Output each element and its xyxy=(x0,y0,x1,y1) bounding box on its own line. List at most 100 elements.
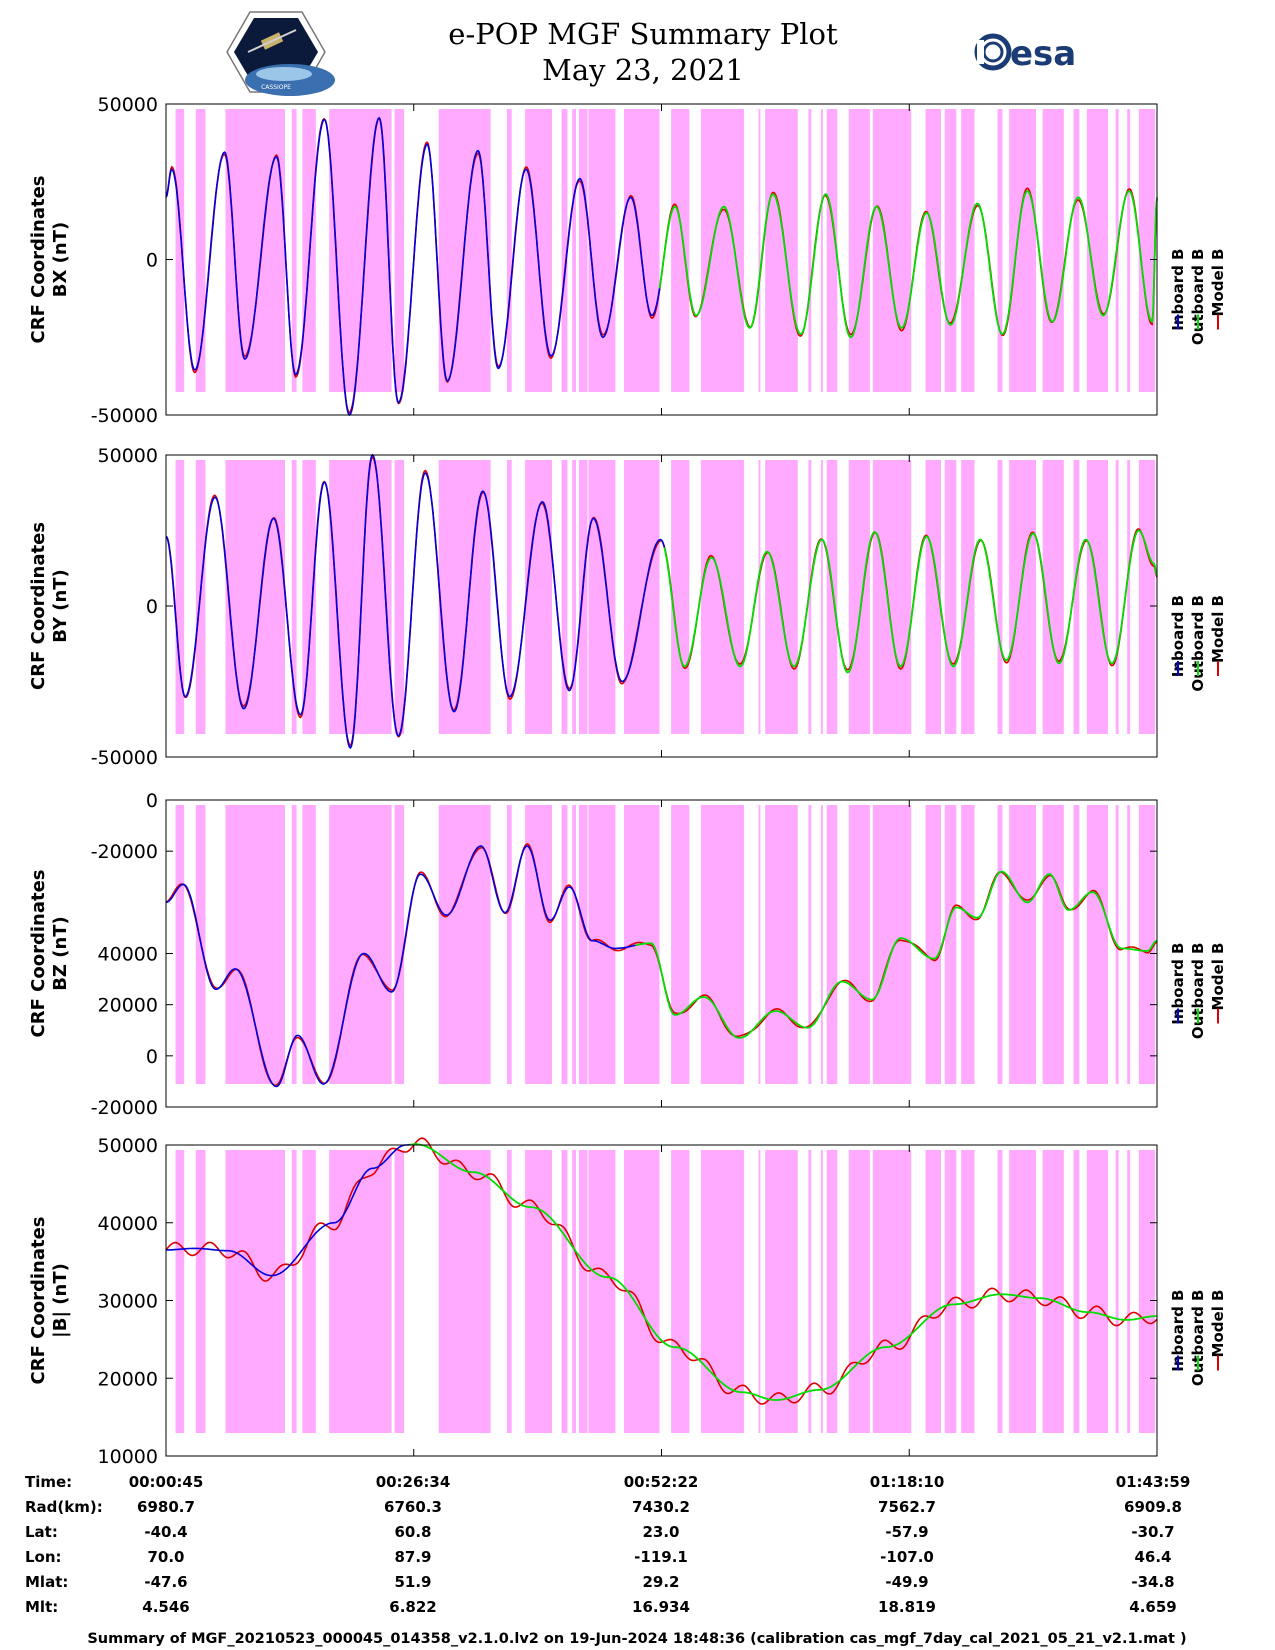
eph-c2-rad: 7430.2 xyxy=(632,1498,690,1516)
eph-c3-mlt: 18.819 xyxy=(878,1598,936,1616)
panel-by: 50000 0 -50000 CRF Coordinates BY (nT) Inboar… xyxy=(28,445,1227,769)
shade-bar-bx-14 xyxy=(624,109,660,392)
shade-bar-by-13 xyxy=(588,460,616,734)
eph-c4-time: 01:43:59 xyxy=(1116,1473,1191,1491)
shade-bar-bz-2 xyxy=(225,805,285,1084)
plot-title: e-POP MGF Summary Plot xyxy=(448,17,838,51)
shade-bar-bx-5 xyxy=(329,109,392,392)
shade-bar-btotal-3 xyxy=(291,1150,297,1433)
y-axis-unit-label-btotal: |B| (nT) xyxy=(50,1263,71,1338)
eph-c2-time: 00:52:22 xyxy=(624,1473,699,1491)
y-axis-label-btotal: CRF Coordinates xyxy=(28,1217,49,1385)
inboard-b-line-bx xyxy=(165,116,661,417)
eph-c4-lat: -30.7 xyxy=(1131,1523,1174,1541)
shade-bar-by-7 xyxy=(438,460,491,734)
shade-bar-by-19 xyxy=(808,460,812,734)
shade-bar-bx-19 xyxy=(808,109,812,392)
shade-bar-bz-4 xyxy=(302,805,316,1084)
shade-bar-bz-29 xyxy=(1042,805,1064,1084)
y-tick-label-bz-2: 40000 xyxy=(98,944,158,966)
model-b-line-btotal xyxy=(165,1137,1158,1405)
eph-label-mlt: Mlt: xyxy=(25,1598,58,1616)
shade-bar-by-22 xyxy=(848,460,870,734)
shade-bar-by-8 xyxy=(506,460,512,734)
shade-bar-btotal-30 xyxy=(1073,1150,1080,1433)
shade-bar-btotal-20 xyxy=(820,1150,823,1433)
shade-bar-btotal-16 xyxy=(700,1150,745,1433)
shade-bar-btotal-21 xyxy=(826,1150,838,1433)
shade-bar-bz-9 xyxy=(525,805,552,1084)
shade-bar-bz-19 xyxy=(808,805,812,1084)
y-tick-label-bz-1: -20000 xyxy=(91,841,158,863)
shade-bar-bz-28 xyxy=(1009,805,1036,1084)
eph-c4-mlat: -34.8 xyxy=(1131,1573,1174,1591)
shade-bar-by-18 xyxy=(765,460,798,734)
shade-bar-bx-23 xyxy=(872,109,912,392)
shade-bar-btotal-29 xyxy=(1042,1150,1064,1433)
shade-bar-btotal-22 xyxy=(848,1150,870,1433)
shade-bar-bx-15 xyxy=(671,109,690,392)
shade-bar-bz-23 xyxy=(872,805,912,1084)
panel-btotal: 50000 40000 30000 20000 10000 CRF Coordinates… xyxy=(28,1135,1227,1468)
mission-logo: CASSIOPE xyxy=(226,11,335,96)
legend-label-bx-2: Model B xyxy=(1209,249,1227,317)
shade-bar-btotal-24 xyxy=(925,1150,941,1433)
shade-bar-btotal-17 xyxy=(758,1150,761,1433)
y-axis-label-by: CRF Coordinates xyxy=(28,522,49,690)
shade-bar-bz-8 xyxy=(506,805,512,1084)
eph-c2-lon: -119.1 xyxy=(634,1548,688,1566)
inboard-b-line-btotal xyxy=(166,1143,410,1277)
y-tick-label-btotal-4: 10000 xyxy=(98,1446,158,1468)
shade-bar-by-21 xyxy=(826,460,838,734)
shade-bar-by-34 xyxy=(1138,460,1156,734)
eph-c0-rad: 6980.7 xyxy=(137,1498,195,1516)
outboard-b-line-by xyxy=(663,529,1158,674)
shade-bar-by-0 xyxy=(175,460,185,734)
y-tick-label-bx-1: 0 xyxy=(146,250,158,272)
shade-bar-by-2 xyxy=(225,460,285,734)
shade-bar-by-12 xyxy=(578,460,588,734)
eph-c4-mlt: 4.659 xyxy=(1129,1598,1176,1616)
legend-label-bx-1: Outboard B xyxy=(1189,249,1207,346)
y-tick-label-bz-4: 0 xyxy=(146,1046,158,1068)
y-tick-label-btotal-2: 30000 xyxy=(98,1291,158,1313)
shade-bar-by-25 xyxy=(944,460,957,734)
shade-bar-btotal-4 xyxy=(302,1150,316,1433)
shade-bar-bx-20 xyxy=(820,109,823,392)
eph-label-lat: Lat: xyxy=(25,1523,58,1541)
shade-bar-btotal-32 xyxy=(1115,1150,1119,1433)
shade-bar-btotal-33 xyxy=(1127,1150,1131,1433)
shade-bar-by-6 xyxy=(394,460,405,734)
shade-bar-by-33 xyxy=(1127,460,1131,734)
shade-bar-btotal-23 xyxy=(872,1150,912,1433)
shade-bar-bz-30 xyxy=(1073,805,1080,1084)
eph-label-mlat: Mlat: xyxy=(25,1573,68,1591)
shade-bar-btotal-26 xyxy=(961,1150,975,1433)
eph-c1-lon: 87.9 xyxy=(394,1548,431,1566)
shade-bar-bx-8 xyxy=(506,109,512,392)
shade-bar-bx-29 xyxy=(1042,109,1064,392)
shade-bar-bx-24 xyxy=(925,109,941,392)
shade-bar-btotal-6 xyxy=(394,1150,405,1433)
shade-bar-bz-3 xyxy=(291,805,297,1084)
shade-bar-by-20 xyxy=(820,460,823,734)
esa-logo: esa xyxy=(974,33,1076,74)
y-axis-label-bz: CRF Coordinates xyxy=(28,870,49,1038)
eph-c2-lat: 23.0 xyxy=(642,1523,679,1541)
shade-bar-by-27 xyxy=(997,460,1003,734)
y-tick-label-bz-5: -20000 xyxy=(91,1097,158,1119)
inboard-b-line-by xyxy=(165,453,666,750)
shade-bar-bz-20 xyxy=(820,805,823,1084)
shade-bar-bz-0 xyxy=(175,805,185,1084)
legend-label-bz-1: Outboard B xyxy=(1189,943,1207,1040)
shade-bar-bz-22 xyxy=(848,805,870,1084)
y-axis-label-bx: CRF Coordinates xyxy=(28,176,49,344)
shade-bar-bz-25 xyxy=(944,805,957,1084)
shade-bar-bx-31 xyxy=(1086,109,1108,392)
shade-bar-bz-24 xyxy=(925,805,941,1084)
y-tick-label-bx-0: 50000 xyxy=(98,94,158,116)
y-tick-label-btotal-1: 40000 xyxy=(98,1213,158,1235)
legend-label-bz-2: Model B xyxy=(1209,943,1227,1011)
shade-bar-by-11 xyxy=(572,460,576,734)
